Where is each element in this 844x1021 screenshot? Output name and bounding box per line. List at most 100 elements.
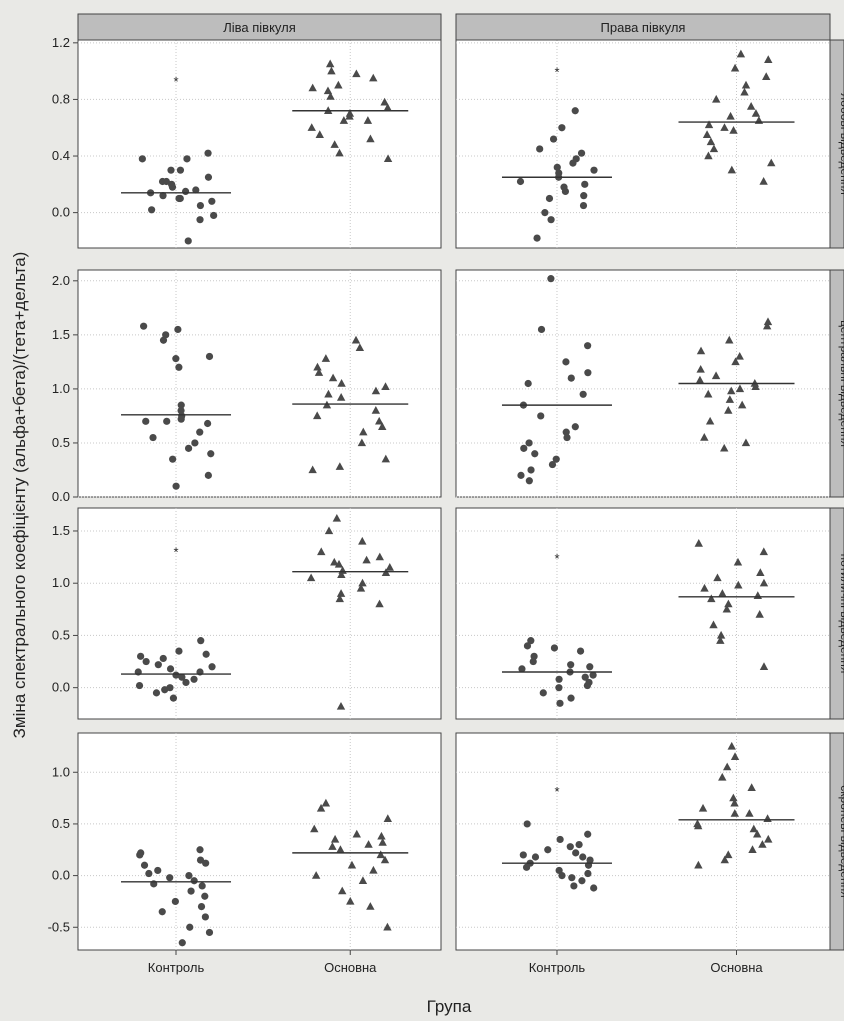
treatment-point — [326, 92, 335, 100]
x-tick-label: Контроль — [148, 960, 205, 975]
control-point — [579, 201, 588, 210]
treatment-point — [321, 354, 331, 362]
treatment-point — [731, 357, 740, 366]
control-point — [167, 180, 176, 188]
control-point — [161, 686, 169, 694]
control-point — [549, 135, 558, 143]
significance-star: * — [554, 784, 559, 799]
panel-1-0 — [77, 269, 442, 498]
treatment-point — [740, 87, 749, 96]
treatment-point — [332, 513, 342, 522]
control-point — [567, 694, 575, 702]
treatment-point — [330, 140, 339, 148]
treatment-point — [338, 886, 347, 895]
treatment-point — [724, 406, 733, 414]
treatment-point — [358, 876, 368, 884]
treatment-point — [316, 803, 326, 812]
control-point — [578, 877, 586, 885]
control-point — [555, 675, 563, 683]
treatment-point — [722, 762, 732, 771]
panel-3-1: * — [455, 732, 831, 951]
control-point — [563, 433, 571, 442]
significance-star: * — [173, 545, 178, 560]
treatment-point — [736, 49, 746, 58]
control-point — [159, 192, 167, 200]
panel-0-1: * — [455, 39, 831, 249]
control-point — [590, 166, 598, 174]
control-point — [523, 642, 532, 650]
control-point — [558, 124, 566, 132]
control-point — [522, 863, 531, 871]
treatment-point — [336, 845, 345, 853]
panels-layer: * * * * * — [77, 39, 831, 951]
treatment-point — [718, 589, 727, 597]
control-point — [576, 647, 585, 655]
control-point — [172, 482, 180, 490]
control-point — [518, 665, 526, 673]
control-point — [137, 652, 145, 660]
control-point — [138, 155, 146, 163]
treatment-point — [378, 838, 387, 846]
control-point — [198, 882, 206, 890]
control-point — [166, 874, 174, 882]
control-point — [205, 352, 214, 361]
significance-star: * — [554, 551, 559, 566]
treatment-point — [711, 371, 721, 380]
y-tick-label: 1.2 — [52, 35, 70, 50]
x-tick-label: Основна — [710, 960, 763, 975]
treatment-point — [709, 620, 718, 629]
control-point — [577, 149, 586, 157]
control-point — [196, 201, 205, 210]
treatment-point — [696, 346, 706, 355]
treatment-point — [725, 335, 734, 344]
treatment-point — [748, 845, 757, 853]
treatment-point — [383, 814, 393, 822]
control-point — [531, 450, 539, 458]
treatment-point — [747, 783, 756, 791]
treatment-point — [336, 393, 346, 401]
significance-star: * — [173, 74, 178, 89]
control-point — [172, 671, 180, 679]
panel-background — [455, 39, 831, 249]
control-point — [529, 657, 537, 666]
control-point — [552, 455, 560, 463]
treatment-point — [720, 443, 729, 452]
treatment-point — [321, 798, 331, 807]
treatment-point — [735, 351, 744, 360]
control-point — [556, 699, 564, 707]
treatment-point — [385, 563, 394, 571]
control-point — [169, 455, 177, 463]
panel-background — [455, 732, 831, 951]
control-point — [158, 177, 167, 186]
treatment-point — [756, 568, 765, 576]
treatment-point — [337, 379, 346, 387]
control-point — [175, 647, 183, 655]
treatment-point — [355, 343, 365, 352]
axes-layer: 0.0 0.4 0.8 1.2 0.0 0.5 1.0 1.5 2.0 0.0 0.5 1.0 1.5 -… — [48, 35, 764, 975]
control-point — [204, 173, 213, 181]
treatment-point — [694, 860, 703, 869]
treatment-point — [317, 547, 326, 556]
treatment-point — [722, 604, 731, 613]
control-point — [142, 417, 150, 425]
row-strip-label-3: скроневі відведення — [838, 785, 844, 897]
control-point — [136, 851, 144, 859]
control-point — [185, 872, 193, 880]
treatment-point — [383, 103, 392, 112]
treatment-point — [330, 834, 340, 843]
treatment-point — [763, 317, 773, 326]
treatment-point — [334, 559, 344, 568]
treatment-point — [724, 599, 733, 608]
strips-layer: Ліва півкуля Права півкуля лобові відведен… — [77, 13, 844, 951]
control-point — [196, 846, 204, 854]
control-point — [190, 675, 198, 683]
treatment-point — [310, 824, 319, 833]
treatment-point — [758, 840, 767, 848]
control-point — [572, 849, 580, 857]
treatment-point — [730, 63, 740, 72]
control-point — [167, 166, 175, 174]
treatment-point — [759, 578, 769, 587]
control-point — [590, 884, 598, 892]
x-tick-label: Контроль — [529, 960, 586, 975]
treatment-point — [704, 151, 713, 160]
